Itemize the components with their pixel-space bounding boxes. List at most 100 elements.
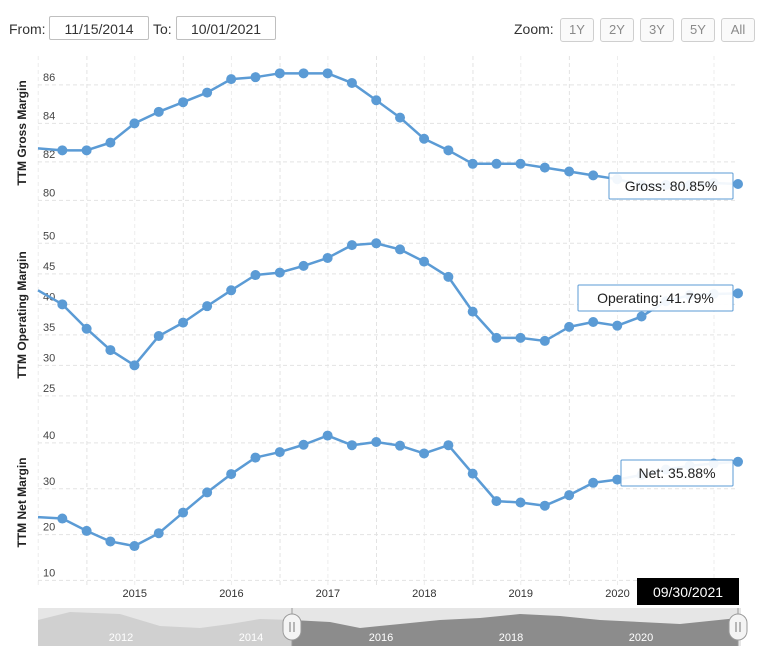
tooltip-layer: Gross: 80.85% Operating: 41.79% Net: 35.88… xyxy=(577,172,734,487)
data-point-operating[interactable] xyxy=(515,332,526,343)
data-point-net[interactable] xyxy=(515,497,526,508)
data-point-net[interactable] xyxy=(419,448,430,459)
data-point-operating[interactable] xyxy=(467,306,478,317)
data-point-net[interactable] xyxy=(57,513,68,524)
data-point-operating[interactable] xyxy=(178,317,189,328)
data-point-operating[interactable] xyxy=(322,252,333,263)
data-point-gross[interactable] xyxy=(467,158,478,169)
zoom-1y-button[interactable]: 1Y xyxy=(560,18,594,42)
data-point-gross[interactable] xyxy=(322,68,333,79)
data-point-net[interactable] xyxy=(588,477,599,488)
axis-layer: 2015 2016 2017 2018 2019 2020 80 82 84 86 TTM Gros… xyxy=(15,72,630,600)
data-point-gross[interactable] xyxy=(57,145,68,156)
data-point-operating[interactable] xyxy=(491,332,502,343)
data-point-gross[interactable] xyxy=(274,68,285,79)
data-point-gross[interactable] xyxy=(298,68,309,79)
navigator-right-handle[interactable] xyxy=(728,613,748,641)
zoom-all-button[interactable]: All xyxy=(721,18,755,42)
data-point-net[interactable] xyxy=(298,439,309,450)
data-point-gross[interactable] xyxy=(178,97,189,108)
data-point-gross[interactable] xyxy=(515,158,526,169)
data-point-net[interactable] xyxy=(612,474,623,485)
data-point-gross[interactable] xyxy=(346,77,357,88)
data-point-operating[interactable] xyxy=(250,270,261,281)
data-point-net[interactable] xyxy=(564,490,575,501)
data-point-operating[interactable] xyxy=(298,260,309,271)
data-point-operating[interactable] xyxy=(57,299,68,310)
data-point-net[interactable] xyxy=(274,447,285,458)
data-point-net[interactable] xyxy=(467,468,478,479)
series-line-net xyxy=(37,434,739,548)
data-point-operating[interactable] xyxy=(733,288,743,299)
from-label: From: xyxy=(9,21,46,37)
data-point-net[interactable] xyxy=(250,452,261,463)
data-point-gross[interactable] xyxy=(491,158,502,169)
x-tick-label: 2019 xyxy=(509,588,533,600)
data-point-net[interactable] xyxy=(443,440,454,451)
data-point-operating[interactable] xyxy=(153,331,164,342)
data-point-operating[interactable] xyxy=(346,240,357,251)
data-point-gross[interactable] xyxy=(105,137,116,148)
from-date-input[interactable]: 11/15/2014 xyxy=(49,16,149,40)
data-point-net[interactable] xyxy=(81,525,92,536)
data-point-operating[interactable] xyxy=(105,345,116,356)
hover-date-text: 09/30/2021 xyxy=(653,584,723,600)
data-point-operating[interactable] xyxy=(539,335,550,346)
y-tick-label: 50 xyxy=(43,230,55,242)
data-point-operating[interactable] xyxy=(274,267,285,278)
data-point-operating[interactable] xyxy=(81,323,92,334)
data-point-operating[interactable] xyxy=(419,256,430,267)
data-point-gross[interactable] xyxy=(443,145,454,156)
y-tick-label: 10 xyxy=(43,567,55,579)
data-point-gross[interactable] xyxy=(153,106,164,117)
data-point-gross[interactable] xyxy=(81,145,92,156)
data-point-operating[interactable] xyxy=(202,301,213,312)
data-point-gross[interactable] xyxy=(226,74,237,85)
data-point-net[interactable] xyxy=(153,528,164,539)
y-tick-label: 80 xyxy=(43,187,55,199)
data-point-net[interactable] xyxy=(129,541,140,552)
panel-y-axis-title: TTM Gross Margin xyxy=(15,80,29,185)
navigator-year-label: 2020 xyxy=(629,632,653,644)
data-point-gross[interactable] xyxy=(733,179,743,190)
zoom-5y-button[interactable]: 5Y xyxy=(681,18,715,42)
data-point-net[interactable] xyxy=(371,437,382,447)
data-point-gross[interactable] xyxy=(419,133,430,144)
data-point-gross[interactable] xyxy=(395,112,406,123)
data-point-net[interactable] xyxy=(346,440,357,451)
navigator-year-label: 2016 xyxy=(369,632,393,644)
data-point-net[interactable] xyxy=(202,487,213,498)
data-point-net[interactable] xyxy=(395,440,406,451)
data-point-net[interactable] xyxy=(105,536,116,547)
to-date-input[interactable]: 10/01/2021 xyxy=(176,16,276,40)
data-point-gross[interactable] xyxy=(371,95,382,106)
data-point-net[interactable] xyxy=(733,456,743,467)
data-point-gross[interactable] xyxy=(539,162,550,173)
data-point-operating[interactable] xyxy=(395,244,406,255)
data-point-operating[interactable] xyxy=(636,311,647,322)
data-point-operating[interactable] xyxy=(226,285,237,296)
data-point-net[interactable] xyxy=(226,469,237,480)
data-point-net[interactable] xyxy=(491,496,502,507)
data-point-operating[interactable] xyxy=(443,271,454,282)
data-point-operating[interactable] xyxy=(588,317,599,328)
data-point-gross[interactable] xyxy=(129,118,140,129)
navigator[interactable]: 2012 2014 2016 2018 2020 xyxy=(38,608,748,646)
data-point-gross[interactable] xyxy=(588,170,599,181)
data-point-operating[interactable] xyxy=(612,320,623,331)
data-point-operating[interactable] xyxy=(371,238,382,249)
data-point-gross[interactable] xyxy=(564,166,575,177)
data-point-net[interactable] xyxy=(178,507,189,518)
data-point-net[interactable] xyxy=(539,500,550,511)
data-point-net[interactable] xyxy=(322,430,333,441)
zoom-3y-button[interactable]: 3Y xyxy=(640,18,674,42)
data-point-operating[interactable] xyxy=(129,360,140,371)
y-tick-label: 30 xyxy=(43,352,55,364)
data-point-gross[interactable] xyxy=(250,72,261,83)
data-point-gross[interactable] xyxy=(202,87,213,98)
data-point-operating[interactable] xyxy=(564,321,575,332)
zoom-2y-button[interactable]: 2Y xyxy=(600,18,634,42)
y-tick-label: 25 xyxy=(43,383,55,395)
navigator-left-handle[interactable] xyxy=(282,613,302,641)
